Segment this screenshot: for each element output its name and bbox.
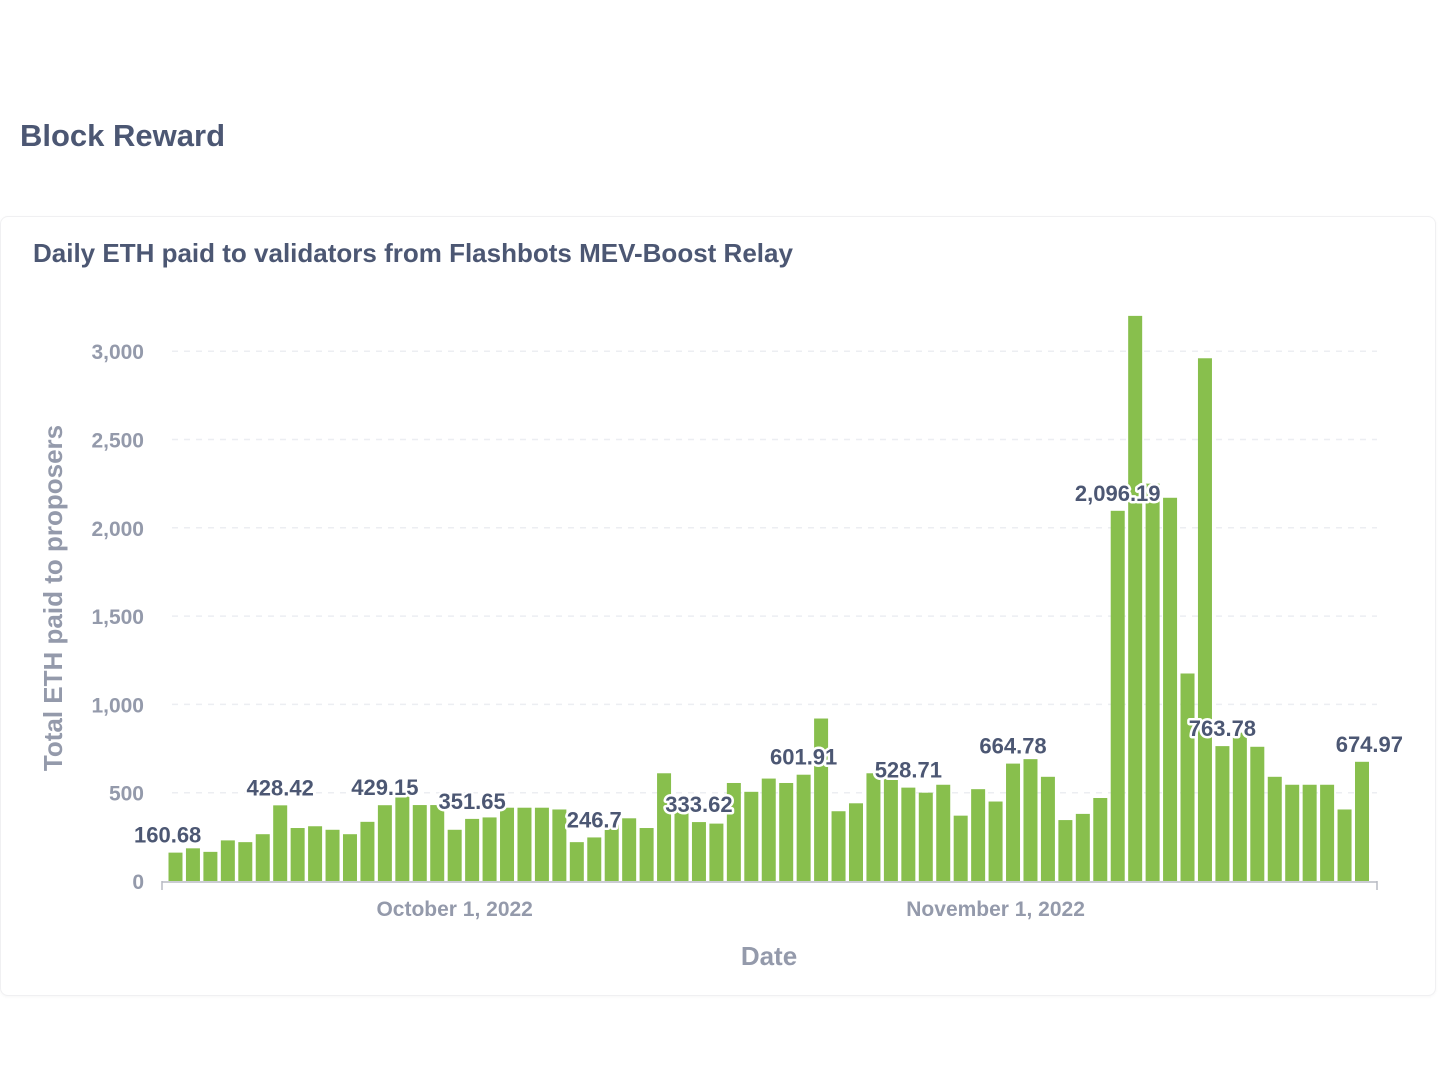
bar	[1302, 784, 1317, 881]
y-tick-label: 1,000	[91, 694, 144, 717]
bar	[1110, 510, 1125, 881]
bar	[430, 805, 445, 881]
bar	[901, 787, 916, 881]
bar	[674, 806, 689, 881]
data-label: 664.78	[979, 734, 1046, 759]
x-tick-label: October 1, 2022	[376, 898, 532, 921]
y-tick-label: 2,000	[91, 518, 144, 541]
bar	[866, 773, 881, 881]
bar	[325, 829, 340, 881]
bar	[1093, 797, 1108, 881]
bar	[953, 815, 968, 881]
bar	[1075, 813, 1090, 881]
bars	[168, 315, 1369, 881]
bar	[1197, 358, 1212, 881]
bar	[726, 782, 741, 881]
bar	[604, 824, 619, 881]
bar	[1145, 483, 1160, 881]
bar	[534, 807, 549, 881]
bar	[168, 852, 183, 881]
bar	[1337, 809, 1352, 881]
y-axis-title: Total ETH paid to proposers	[38, 425, 68, 771]
bar	[1180, 673, 1195, 881]
x-axis-title: Date	[741, 941, 797, 971]
bar	[552, 809, 567, 881]
data-label: 601.91	[770, 745, 837, 770]
bar	[308, 826, 323, 881]
data-label: 351.65	[438, 789, 505, 814]
bar	[203, 851, 218, 881]
data-label: 429.15	[351, 775, 418, 800]
bar	[1320, 784, 1335, 881]
x-tick-label: November 1, 2022	[906, 898, 1085, 921]
data-label: 428.42	[247, 775, 314, 800]
bar	[883, 775, 898, 881]
bar	[1058, 820, 1073, 881]
bar	[918, 792, 933, 881]
bar	[1267, 776, 1282, 881]
bar	[1250, 746, 1265, 881]
bar	[273, 805, 288, 881]
data-label: 160.68	[134, 823, 201, 848]
bar	[377, 805, 392, 881]
y-tick-label: 3,000	[91, 341, 144, 364]
bar	[779, 782, 794, 881]
bar	[622, 818, 637, 881]
bar	[185, 848, 200, 881]
bar	[412, 805, 427, 881]
bar	[255, 834, 270, 881]
bar	[238, 842, 253, 881]
bar	[465, 818, 480, 881]
bar	[761, 778, 776, 881]
bar	[1163, 497, 1178, 881]
bar	[1006, 763, 1021, 881]
bar	[220, 840, 235, 881]
y-tick-label: 1,500	[91, 606, 144, 629]
data-label: 528.71	[875, 758, 942, 783]
data-label: 763.78	[1189, 716, 1256, 741]
bar	[936, 784, 951, 881]
bar	[1040, 776, 1055, 881]
bar	[831, 811, 846, 881]
bar	[1215, 746, 1230, 881]
data-label: 2,096.19	[1075, 481, 1161, 506]
bar	[447, 829, 462, 881]
y-tick-label: 0	[132, 871, 144, 894]
bar	[1355, 761, 1369, 881]
axes: 0 500 1,000 1,500 2,000 2,500 3,000 October 1, …	[91, 341, 1378, 921]
bar	[988, 801, 1003, 881]
bar	[1128, 315, 1143, 881]
bar	[691, 822, 706, 881]
bar	[1023, 759, 1038, 881]
chart-title[interactable]: Daily ETH paid to validators from Flashb…	[33, 238, 793, 268]
data-label: 333.62	[665, 792, 732, 817]
bar	[342, 834, 357, 881]
bar	[517, 807, 532, 881]
bar	[1232, 732, 1247, 881]
bar	[290, 828, 305, 881]
y-tick-label: 500	[109, 783, 144, 806]
bar	[814, 718, 829, 881]
data-label: 674.97	[1336, 732, 1403, 757]
bar	[395, 792, 410, 881]
bar	[482, 817, 497, 881]
data-labels: 160.68 428.42 429.15 351.65 246.7 333.62 601.9…	[132, 478, 1406, 850]
bar	[744, 791, 759, 881]
bar	[848, 803, 863, 881]
section-title: Block Reward	[20, 118, 226, 153]
bar	[1285, 784, 1300, 881]
bar	[500, 807, 515, 881]
bar	[360, 821, 375, 881]
bar	[639, 828, 654, 881]
bar	[569, 842, 584, 881]
bar	[971, 789, 986, 881]
bar	[796, 774, 811, 881]
bar	[587, 837, 602, 881]
data-label: 246.7	[567, 807, 622, 832]
y-tick-label: 2,500	[91, 430, 144, 453]
bar	[657, 773, 672, 881]
bar	[709, 823, 724, 881]
